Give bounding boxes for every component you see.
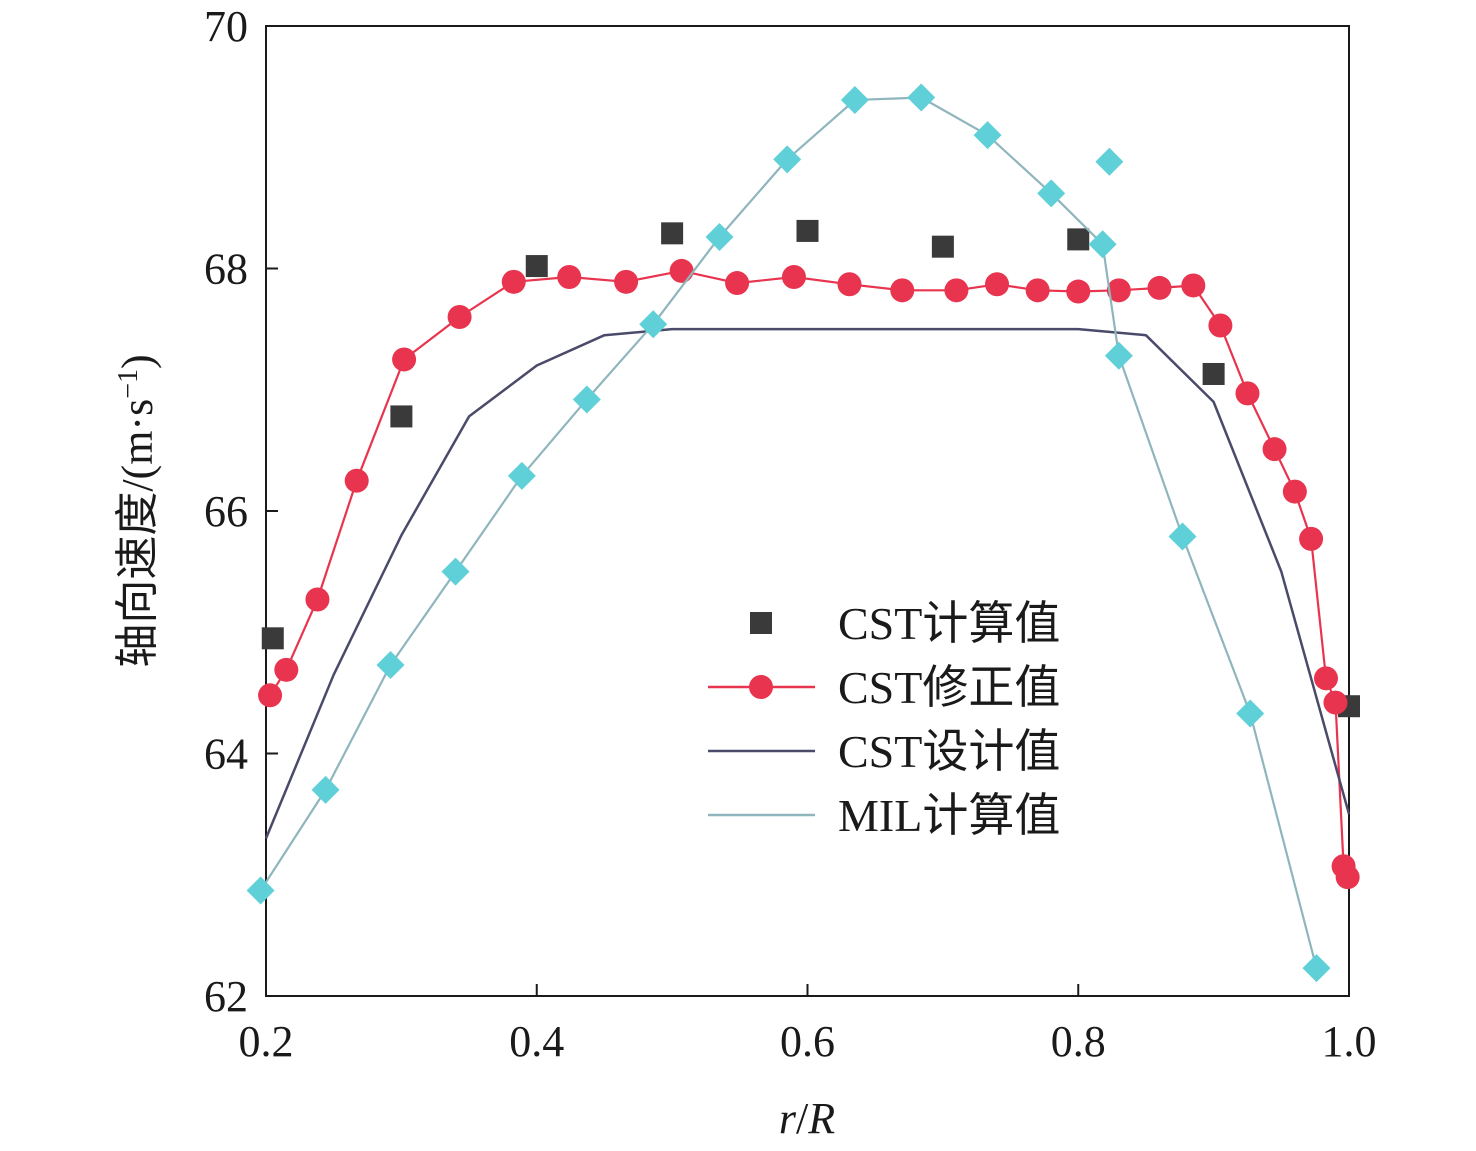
data-point <box>305 587 330 612</box>
data-point <box>261 627 284 650</box>
data-point <box>1066 279 1091 304</box>
data-point <box>1104 341 1133 370</box>
data-point <box>1235 381 1260 406</box>
series-mil-computed <box>246 83 1331 983</box>
data-point <box>572 385 601 414</box>
series-cst-corrected <box>258 258 1360 890</box>
data-point <box>840 85 869 114</box>
legend-label: CST修正值 <box>838 662 1060 713</box>
legend-item-mil-computed: MIL计算值 <box>708 790 1060 841</box>
data-point <box>890 278 915 303</box>
series-line <box>264 327 1351 839</box>
x-tick-label: 1.0 <box>1322 1017 1377 1066</box>
data-point <box>1282 479 1307 504</box>
data-point <box>1147 275 1172 300</box>
data-point <box>274 657 299 682</box>
data-point <box>441 557 470 586</box>
data-point <box>501 269 526 294</box>
data-point <box>907 83 936 112</box>
legend-label: CST设计值 <box>838 726 1060 777</box>
data-point <box>1299 526 1324 551</box>
legend-item-cst-corrected: CST修正值 <box>708 662 1060 713</box>
data-point <box>1181 273 1206 298</box>
y-tick-label: 66 <box>204 487 248 536</box>
data-point <box>525 255 548 278</box>
data-point <box>1236 699 1265 728</box>
y-tick-label: 68 <box>204 245 248 294</box>
y-axis-title-main: 轴向速度/(m·s <box>113 399 162 668</box>
legend-item-cst-design: CST设计值 <box>708 726 1060 777</box>
data-point <box>705 222 734 251</box>
data-point <box>837 272 862 297</box>
data-point <box>725 271 750 296</box>
series-layer <box>246 83 1360 983</box>
legend-label: MIL计算值 <box>838 790 1060 841</box>
series-line <box>269 269 1349 878</box>
y-axis-title-sup: −1 <box>113 369 144 399</box>
data-point <box>390 405 413 428</box>
x-tick-label: 0.2 <box>239 1017 294 1066</box>
data-point <box>669 258 694 283</box>
data-point <box>246 876 275 905</box>
data-point <box>985 272 1010 297</box>
x-tick-label: 0.4 <box>509 1017 564 1066</box>
series-mil-computed-extra <box>1095 147 1124 176</box>
data-point <box>311 775 340 804</box>
legend-marker-sample <box>750 612 772 634</box>
x-axis-title: r/R <box>779 1094 835 1143</box>
data-point <box>973 121 1002 150</box>
data-point <box>1025 278 1050 303</box>
legend-marker-sample <box>749 675 773 699</box>
data-point <box>931 235 954 258</box>
data-point <box>1302 954 1331 983</box>
data-point <box>1323 690 1348 715</box>
data-point <box>661 222 684 245</box>
data-point <box>507 461 536 490</box>
data-point <box>1106 278 1131 303</box>
x-axis-title-R: R <box>807 1094 835 1143</box>
data-point <box>1037 179 1066 208</box>
y-tick-label: 62 <box>204 972 248 1021</box>
data-point <box>796 219 819 242</box>
y-tick-label: 64 <box>204 730 248 779</box>
x-tick-label: 0.8 <box>1051 1017 1106 1066</box>
data-point <box>1262 437 1287 462</box>
data-point <box>639 310 668 339</box>
data-point <box>1095 147 1124 176</box>
data-point <box>1313 666 1338 691</box>
data-point <box>1335 865 1360 890</box>
data-point <box>258 683 283 708</box>
plot-area-frame <box>265 25 1350 997</box>
data-point <box>1067 228 1090 251</box>
x-axis-title-sep: / <box>796 1094 809 1143</box>
data-point <box>1202 362 1225 385</box>
x-axis-title-r: r <box>779 1094 797 1143</box>
y-axis-title: 轴向速度/(m·s−1) <box>113 354 163 667</box>
data-point <box>773 145 802 174</box>
data-point <box>447 305 472 329</box>
y-axis-title-close: ) <box>113 354 162 369</box>
x-tick-label: 0.6 <box>780 1017 835 1066</box>
data-point <box>781 264 806 289</box>
legend-label: CST计算值 <box>838 598 1060 649</box>
y-tick-label: 70 <box>204 2 248 51</box>
data-point <box>614 269 639 294</box>
axis-ticks: 0.2 0.4 0.6 0.8 1.0 62 64 66 68 70 <box>204 2 1377 1066</box>
series-cst-computed <box>261 219 1360 718</box>
data-point <box>344 468 369 493</box>
data-point <box>1208 313 1233 338</box>
series-line <box>259 96 1318 969</box>
series-cst-design <box>264 327 1351 839</box>
legend-item-cst-computed: CST计算值 <box>750 598 1060 649</box>
data-point <box>392 347 417 372</box>
data-point <box>1168 522 1197 551</box>
data-point <box>1088 230 1117 259</box>
legend: CST计算值 CST修正值 CST设计值 MIL计算值 <box>708 598 1060 841</box>
data-point <box>944 278 969 303</box>
data-point <box>557 264 582 289</box>
data-point <box>376 650 405 679</box>
